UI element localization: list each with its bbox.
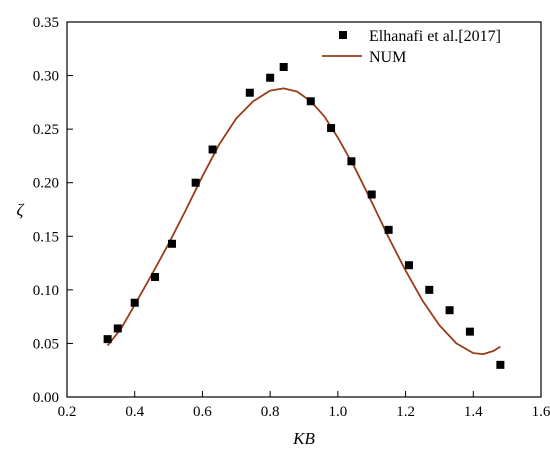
legend-marker-elhanafi: [339, 31, 347, 39]
data-point: [496, 360, 505, 369]
data-point: [279, 63, 288, 71]
x-axis-label: KB: [292, 429, 315, 448]
y-tick-label: 0.30: [33, 69, 59, 85]
data-point: [327, 124, 336, 133]
x-tick-label: 0.8: [261, 404, 280, 420]
data-point: [347, 157, 356, 166]
data-point: [130, 298, 139, 307]
y-tick-label: 0.35: [33, 15, 59, 31]
legend-label-elhanafi: Elhanafi et al.[2017]: [369, 28, 501, 45]
data-point: [465, 327, 474, 336]
data-point: [306, 97, 315, 106]
data-point: [266, 73, 275, 82]
series-elhanafi: [103, 63, 505, 369]
data-point: [191, 178, 200, 187]
x-tick-label: 1.0: [328, 404, 347, 420]
y-axis-label: ζ: [17, 201, 25, 220]
y-tick-label: 0.15: [33, 229, 59, 245]
plot-area: [66, 21, 542, 398]
data-point: [208, 145, 217, 154]
x-tick-label: 0.2: [58, 404, 77, 420]
data-point: [103, 335, 112, 344]
data-point: [384, 225, 393, 234]
x-axis-ticks: 0.2 0.4 0.6 0.8 1.0 1.2 1.4 1.6: [58, 391, 550, 420]
y-tick-label: 0.05: [33, 336, 59, 352]
x-tick-label: 1.6: [532, 404, 550, 420]
data-point: [113, 324, 122, 333]
data-point: [404, 261, 413, 270]
legend-label-num: NUM: [369, 49, 406, 66]
y-tick-label: 0.10: [33, 283, 59, 299]
y-tick-label: 0.25: [33, 122, 59, 138]
y-tick-label: 0.00: [33, 390, 59, 406]
x-tick-label: 1.2: [396, 404, 415, 420]
data-point: [445, 306, 454, 315]
y-tick-label: 0.20: [33, 176, 59, 192]
x-tick-label: 0.6: [193, 404, 212, 420]
y-axis-ticks: 0.00 0.05 0.10 0.15 0.20 0.25 0.30 0.35: [33, 15, 73, 406]
x-tick-label: 1.4: [464, 404, 483, 420]
data-point: [151, 273, 160, 281]
x-tick-label: 0.4: [125, 404, 144, 420]
data-point: [245, 88, 254, 97]
data-point: [167, 239, 176, 248]
data-point: [425, 285, 434, 294]
plot-frame: [66, 21, 542, 398]
data-point: [367, 190, 376, 199]
legend: Elhanafi et al.[2017] NUM: [322, 28, 501, 66]
